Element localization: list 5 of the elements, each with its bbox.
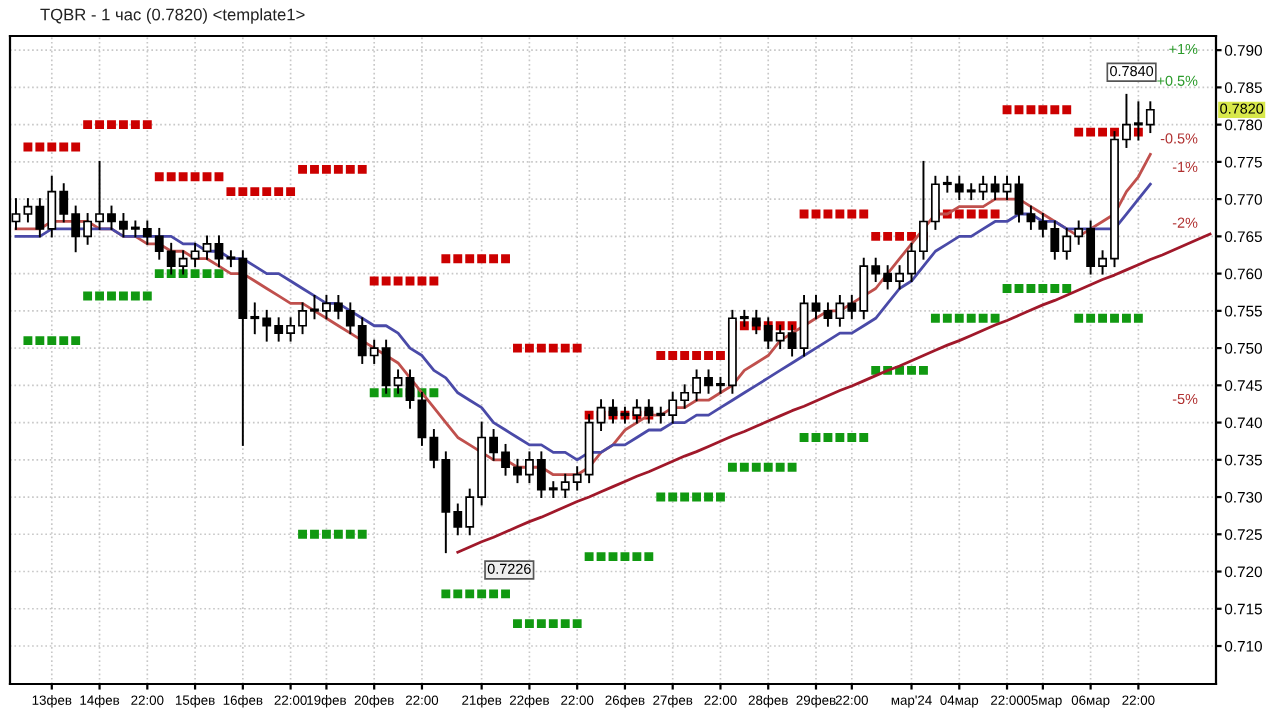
candlestick xyxy=(1014,175,1024,223)
chart-title: TQBR - 1 час (0.7820) <template1> xyxy=(40,8,305,24)
candlestick xyxy=(202,235,212,260)
line-series xyxy=(456,232,1212,554)
candlestick xyxy=(811,294,821,320)
